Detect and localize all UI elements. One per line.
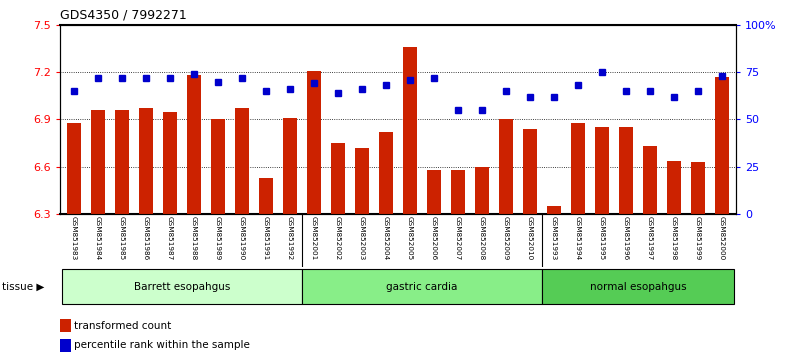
Bar	[331, 143, 345, 214]
Text: transformed count: transformed count	[74, 321, 171, 331]
Text: GSM852007: GSM852007	[455, 216, 461, 260]
Text: GSM851993: GSM851993	[551, 216, 557, 260]
Text: GSM851989: GSM851989	[215, 216, 221, 260]
Text: GSM852004: GSM852004	[383, 216, 389, 260]
Text: GSM851984: GSM851984	[95, 216, 101, 260]
Text: GDS4350 / 7992271: GDS4350 / 7992271	[60, 9, 186, 22]
Text: GSM851991: GSM851991	[263, 216, 269, 260]
Text: GSM852001: GSM852001	[311, 216, 317, 260]
Text: GSM852002: GSM852002	[335, 216, 341, 260]
Text: gastric cardia: gastric cardia	[386, 282, 458, 292]
Text: GSM851997: GSM851997	[647, 216, 653, 260]
Text: GSM851994: GSM851994	[575, 216, 581, 260]
Bar	[92, 110, 105, 214]
Text: GSM852000: GSM852000	[719, 216, 725, 260]
Text: GSM851998: GSM851998	[671, 216, 677, 260]
Text: GSM852010: GSM852010	[527, 216, 533, 260]
Text: GSM851992: GSM851992	[287, 216, 293, 260]
Bar	[355, 148, 369, 214]
Text: GSM851999: GSM851999	[695, 216, 701, 260]
Bar	[499, 119, 513, 214]
Bar	[307, 70, 321, 214]
Bar	[68, 122, 80, 214]
Bar	[212, 119, 224, 214]
Bar	[475, 167, 489, 214]
Bar	[188, 75, 201, 214]
Text: GSM851996: GSM851996	[623, 216, 629, 260]
Bar	[139, 108, 153, 214]
Bar	[667, 160, 681, 214]
Text: GSM851983: GSM851983	[71, 216, 77, 260]
Bar	[451, 170, 465, 214]
Bar	[523, 129, 537, 214]
Bar	[236, 108, 248, 214]
Bar	[163, 112, 177, 214]
Text: tissue ▶: tissue ▶	[2, 282, 44, 292]
Bar	[62, 269, 302, 304]
Text: GSM852006: GSM852006	[431, 216, 437, 260]
Text: GSM851990: GSM851990	[239, 216, 245, 260]
Bar	[380, 132, 392, 214]
Bar	[619, 127, 633, 214]
Text: GSM852003: GSM852003	[359, 216, 365, 260]
Bar	[283, 118, 297, 214]
Bar	[595, 127, 608, 214]
Bar	[115, 110, 129, 214]
Bar	[691, 162, 704, 214]
Bar	[302, 269, 542, 304]
Text: GSM852005: GSM852005	[407, 216, 413, 260]
Text: GSM851988: GSM851988	[191, 216, 197, 260]
Bar	[427, 170, 441, 214]
Bar	[572, 122, 584, 214]
Text: GSM851995: GSM851995	[599, 216, 605, 260]
Text: GSM851986: GSM851986	[143, 216, 149, 260]
Bar	[643, 146, 657, 214]
Text: percentile rank within the sample: percentile rank within the sample	[74, 340, 250, 350]
Bar	[548, 206, 560, 214]
Bar	[716, 77, 728, 214]
Text: GSM851987: GSM851987	[167, 216, 173, 260]
Bar	[542, 269, 734, 304]
Text: GSM852009: GSM852009	[503, 216, 509, 260]
Text: Barrett esopahgus: Barrett esopahgus	[134, 282, 230, 292]
Text: GSM852008: GSM852008	[479, 216, 485, 260]
Bar	[404, 47, 416, 214]
Text: GSM851985: GSM851985	[119, 216, 125, 260]
Text: normal esopahgus: normal esopahgus	[590, 282, 686, 292]
Bar	[259, 178, 273, 214]
